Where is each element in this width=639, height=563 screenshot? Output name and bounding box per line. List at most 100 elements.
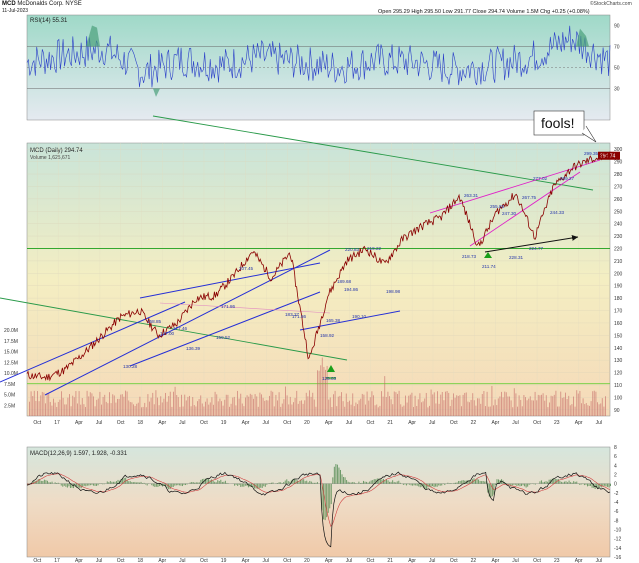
volume-bar	[97, 398, 99, 416]
volume-bar	[61, 391, 62, 416]
volume-bar	[571, 404, 573, 416]
macd-histogram-bar	[197, 482, 199, 484]
volume-bar	[305, 392, 307, 416]
macd-histogram-bar	[441, 483, 443, 486]
price-x-tick-label: Oct	[533, 420, 541, 426]
volume-bar	[537, 394, 539, 416]
macd-histogram-bar	[333, 466, 335, 484]
rsi-title: RSI(14) 55.31	[30, 18, 68, 24]
volume-bar	[208, 404, 210, 416]
volume-bar	[374, 405, 376, 416]
volume-bar	[256, 396, 258, 416]
macd-histogram-bar	[474, 479, 476, 484]
macd-histogram-bar	[224, 480, 226, 484]
volume-bar	[422, 401, 424, 416]
volume-bar	[155, 390, 157, 416]
rsi-tick-label: 70	[614, 45, 620, 51]
macd-histogram-bar	[220, 479, 222, 484]
macd-histogram-bar	[269, 483, 271, 484]
volume-bar	[502, 397, 504, 416]
volume-bar	[390, 399, 392, 416]
macd-histogram-bar	[399, 482, 401, 484]
macd-x-tick-label: Apr	[408, 558, 416, 563]
macd-histogram-bar	[151, 483, 153, 486]
macd-histogram-bar	[46, 480, 48, 484]
macd-histogram-bar	[212, 480, 214, 484]
macd-histogram-bar	[103, 483, 105, 485]
macd-histogram-bar	[338, 467, 340, 484]
macd-x-tick-label: Oct	[200, 558, 208, 563]
macd-histogram-bar	[194, 482, 196, 484]
volume-bar	[531, 400, 533, 416]
volume-bar	[206, 398, 208, 416]
volume-bar	[373, 395, 374, 416]
price-annotation: 228.31	[509, 255, 523, 260]
volume-bar	[336, 406, 338, 416]
macd-histogram-bar	[281, 483, 283, 484]
volume-bar	[525, 397, 526, 416]
macd-histogram-bar	[514, 483, 516, 485]
volume-bar	[499, 396, 501, 416]
price-x-tick-label: Apr	[575, 420, 583, 426]
macd-histogram-bar	[433, 483, 435, 488]
macd-x-tick-label: Jul	[512, 558, 518, 563]
trendline-blue-channel	[44, 249, 331, 396]
volume-bar	[379, 405, 381, 416]
volume-bar	[101, 404, 102, 416]
price-x-tick-label: Oct	[450, 420, 458, 426]
macd-histogram-bar	[185, 483, 187, 486]
macd-histogram-bar	[542, 482, 544, 484]
volume-bar	[296, 390, 298, 416]
volume-bar	[345, 393, 347, 416]
volume-bar	[193, 405, 195, 416]
buy-arrow-up	[327, 365, 335, 372]
volume-bar	[593, 390, 595, 416]
volume-bar	[595, 391, 597, 416]
price-annotation: 183.27	[285, 312, 299, 317]
volume-bar	[131, 402, 133, 416]
macd-histogram-bar	[145, 483, 147, 485]
price-tick-label: 130	[614, 358, 623, 364]
macd-histogram-bar	[40, 480, 42, 484]
volume-bar	[542, 393, 544, 416]
volume-bar	[213, 404, 214, 416]
macd-histogram-bar	[131, 482, 133, 484]
volume-bar	[259, 392, 261, 416]
volume-bar	[173, 391, 174, 416]
macd-x-tick-label: Apr	[75, 558, 83, 563]
price-tick-label: 100	[614, 395, 623, 401]
volume-bar	[475, 405, 477, 416]
volume-bar	[77, 403, 78, 416]
volume-bar	[174, 386, 176, 416]
volume-bar	[109, 392, 110, 416]
price-annotation: 220.83	[345, 247, 359, 252]
macd-histogram-bar	[76, 483, 78, 488]
volume-bar	[493, 405, 494, 416]
macd-tick-label: 6	[614, 454, 617, 460]
volume-bar	[211, 397, 213, 416]
macd-histogram-bar	[277, 483, 279, 484]
macd-histogram-bar	[252, 483, 254, 487]
macd-histogram-bar	[606, 483, 608, 487]
volume-bar	[462, 394, 464, 416]
macd-histogram-bar	[77, 483, 79, 488]
macd-x-tick-label: 22	[471, 558, 477, 563]
price-annotation: 190.10	[352, 314, 366, 319]
volume-bar	[288, 404, 290, 416]
volume-bar	[457, 395, 459, 416]
macd-x-tick-label: Apr	[325, 558, 333, 563]
volume-bar	[592, 391, 594, 416]
macd-histogram-bar	[126, 480, 128, 484]
volume-bar	[37, 391, 38, 416]
volume-bar	[134, 405, 136, 416]
macd-histogram-bar	[178, 483, 180, 486]
volume-bar	[137, 402, 139, 416]
volume-bar	[238, 398, 240, 416]
volume-bar	[33, 390, 35, 416]
macd-histogram-bar	[301, 479, 303, 484]
volume-bar	[261, 394, 262, 416]
macd-histogram-bar	[568, 480, 570, 484]
ohlc-item-open: Open 295.29	[378, 9, 412, 15]
macd-histogram-bar	[129, 481, 131, 484]
buy-arrow-up	[484, 252, 492, 258]
